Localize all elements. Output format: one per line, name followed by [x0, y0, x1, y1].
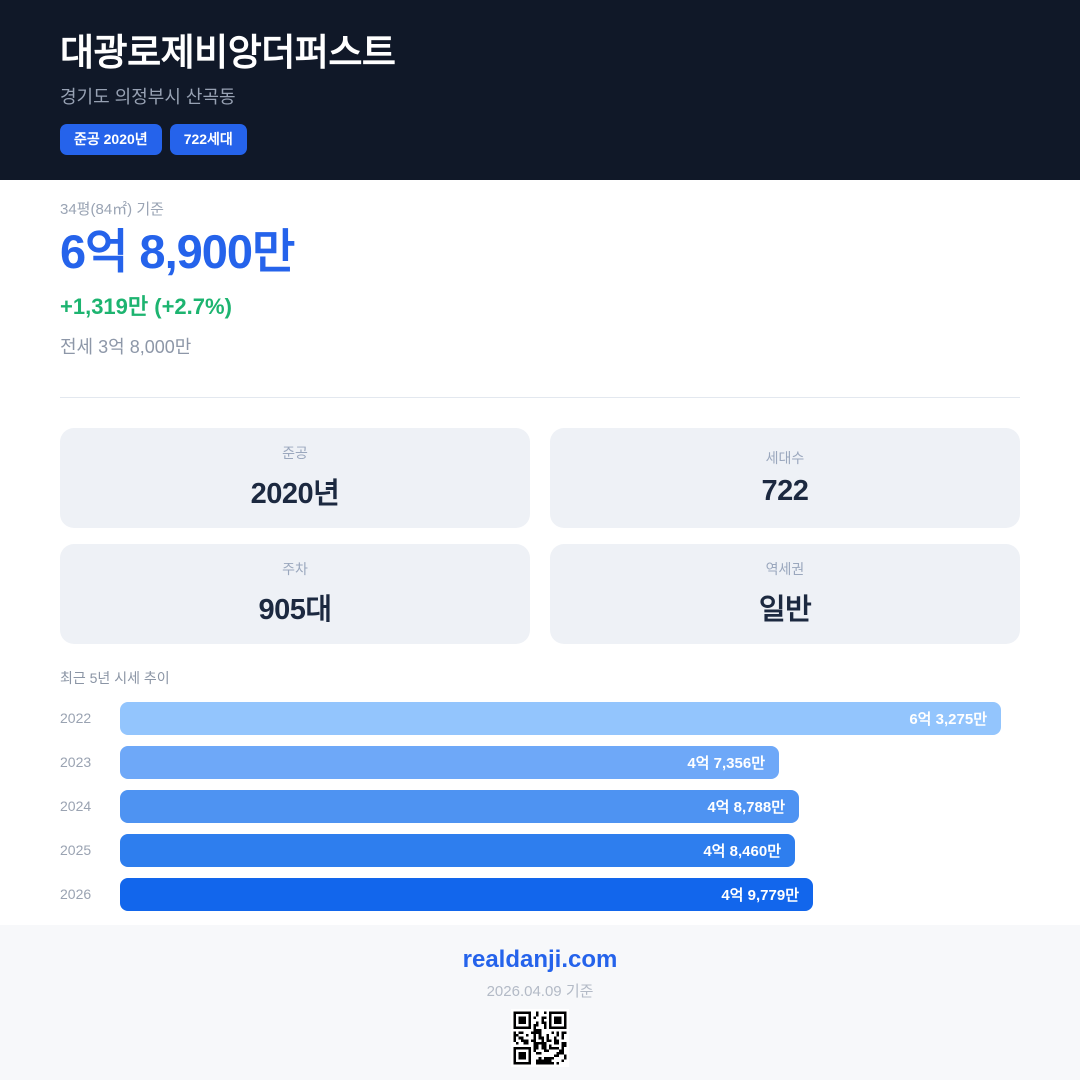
stat-label: 준공: [282, 445, 308, 462]
chart-bar-value: 4억 7,356만: [687, 754, 765, 772]
stat-card: 준공 2020년: [60, 427, 530, 528]
chart-bar-value: 4억 8,460만: [703, 842, 781, 860]
stat-label: 주차: [282, 561, 308, 578]
chart-year-label: 2023: [60, 754, 92, 771]
header-badge: 준공 2020년: [60, 124, 162, 155]
header: 대광로제비앙더퍼스트 경기도 의정부시 산곡동 준공 2020년 722세대: [0, 0, 1080, 180]
stat-value: 일반: [758, 594, 812, 627]
price-basis-label: 34평(84㎡) 기준: [60, 201, 164, 218]
chart-row: 2022 6억 3,275만: [60, 701, 1020, 735]
chart-rows: 2022 6억 3,275만 2023 4억 7,356만 2024 4억 8,788만 2…: [60, 701, 1020, 911]
header-badge: 722세대: [169, 124, 247, 155]
jeonse-price: 전세 3억 8,000만: [60, 336, 192, 357]
stat-card: 주차 905대: [60, 543, 530, 644]
chart-bar-value: 4억 9,779만: [721, 886, 799, 904]
chart-bar: 4억 9,779만: [120, 877, 813, 911]
chart-row: 2024 4억 8,788만: [60, 789, 1020, 823]
chart-bar-value: 4억 8,788만: [707, 798, 785, 816]
chart-year-label: 2026: [60, 886, 92, 903]
stat-value: 905대: [258, 594, 332, 627]
price-section: 34평(84㎡) 기준 6억 8,900만 +1,319만 (+2.7%) 전세…: [0, 180, 1080, 359]
footer: realdanji.com 2026.04.09 기준: [0, 925, 1080, 1080]
complex-name-title: 대광로제비앙더퍼스트: [60, 32, 396, 73]
reference-date: 2026.04.09 기준: [486, 983, 594, 1000]
chart-bar: 6억 3,275만: [120, 701, 1001, 735]
chart-row: 2023 4억 7,356만: [60, 745, 1020, 779]
chart-row: 2025 4억 8,460만: [60, 833, 1020, 867]
current-price: 6억 8,900만: [60, 225, 295, 278]
chart-title: 최근 5년 시세 추이: [60, 669, 170, 686]
price-trend-chart: 최근 5년 시세 추이 2022 6억 3,275만 2023 4억 7,356만 20…: [60, 668, 1020, 911]
price-change: +1,319만 (+2.7%): [60, 293, 232, 319]
stat-value: 2020년: [250, 478, 340, 511]
stat-card: 세대수 722: [550, 427, 1020, 528]
chart-bar: 4억 8,788만: [120, 789, 799, 823]
badge-row: 준공 2020년 722세대: [60, 124, 1020, 155]
stat-label: 역세권: [765, 561, 805, 578]
stat-value: 722: [761, 474, 809, 507]
qr-code: [0, 1009, 1080, 1067]
qr-code-image: [511, 1009, 569, 1067]
chart-year-label: 2024: [60, 798, 92, 815]
chart-row: 2026 4억 9,779만: [60, 877, 1020, 911]
chart-year-label: 2022: [60, 710, 92, 727]
complex-location: 경기도 의정부시 산곡동: [60, 87, 236, 107]
chart-bar: 4억 8,460만: [120, 833, 795, 867]
section-divider: [60, 396, 1020, 398]
chart-year-label: 2025: [60, 842, 92, 859]
chart-bar: 4억 7,356만: [120, 745, 779, 779]
website-link[interactable]: realdanji.com: [462, 946, 618, 973]
chart-bar-value: 6억 3,275만: [909, 710, 987, 728]
stat-label: 세대수: [765, 449, 805, 466]
